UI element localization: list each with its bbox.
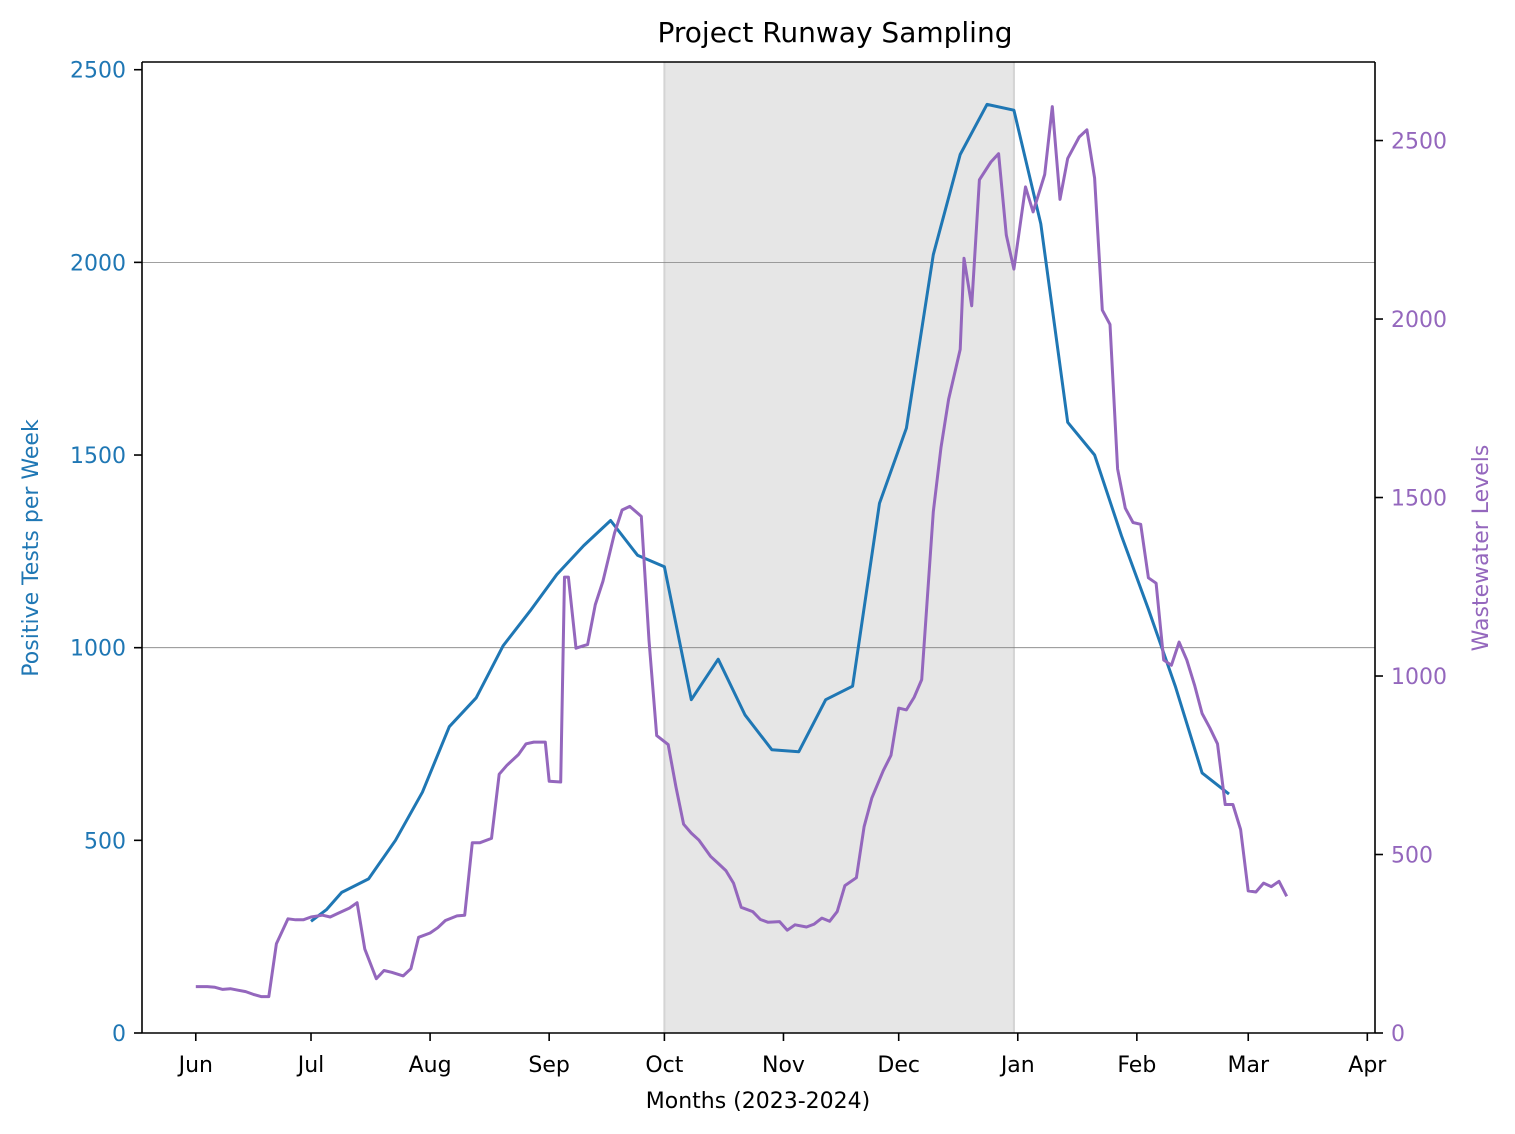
y-tick-label-left: 1500: [70, 444, 126, 469]
axes-layer: [141, 61, 1376, 1034]
series-layer: [195, 102, 1289, 999]
gridline-layer: [142, 261, 1375, 649]
series-line-wastewater: [195, 105, 1289, 999]
y-tick-label-right: 0: [1391, 1022, 1405, 1047]
y-axis-label-right: Wastewater Levels: [1469, 445, 1494, 652]
y-tick-label-right: 2500: [1391, 130, 1447, 155]
shaded-region-layer: [663, 62, 1015, 1033]
x-tick-label: Aug: [409, 1053, 452, 1078]
y-tick-label-left: 2500: [70, 59, 126, 84]
x-tick-label: Sep: [528, 1053, 569, 1078]
chart-title: Project Runway Sampling: [658, 16, 1013, 49]
y-tick-label-left: 0: [112, 1022, 126, 1047]
y-tick-label-left: 1000: [70, 637, 126, 662]
y-tick-label-left: 2000: [70, 251, 126, 276]
x-tick-label: Jun: [177, 1053, 213, 1078]
x-tick-label: Jul: [296, 1053, 325, 1078]
y-axis-label-left: Positive Tests per Week: [19, 419, 44, 677]
y-tick-label-right: 1000: [1391, 665, 1447, 690]
series-line-positive-tests: [310, 102, 1230, 923]
x-tick-label: Dec: [877, 1053, 920, 1078]
y-tick-label-right: 1500: [1391, 487, 1447, 512]
tick-layer: Jun Jul Aug Sep Oct Nov Dec Jan Feb Mar Apr0500100…: [70, 59, 1447, 1078]
y-tick-label-right: 500: [1391, 844, 1433, 869]
x-axis-label: Months (2023-2024): [646, 1089, 871, 1114]
x-tick-label: Apr: [1348, 1053, 1387, 1078]
x-tick-label: Nov: [762, 1053, 805, 1078]
y-tick-label-right: 2000: [1391, 308, 1447, 333]
y-tick-label-left: 500: [84, 829, 126, 854]
x-tick-label: Oct: [645, 1053, 683, 1078]
x-tick-label: Feb: [1117, 1053, 1156, 1078]
x-tick-label: Jan: [999, 1053, 1035, 1078]
x-tick-label: Mar: [1227, 1053, 1269, 1078]
shaded-region: [664, 62, 1014, 1033]
